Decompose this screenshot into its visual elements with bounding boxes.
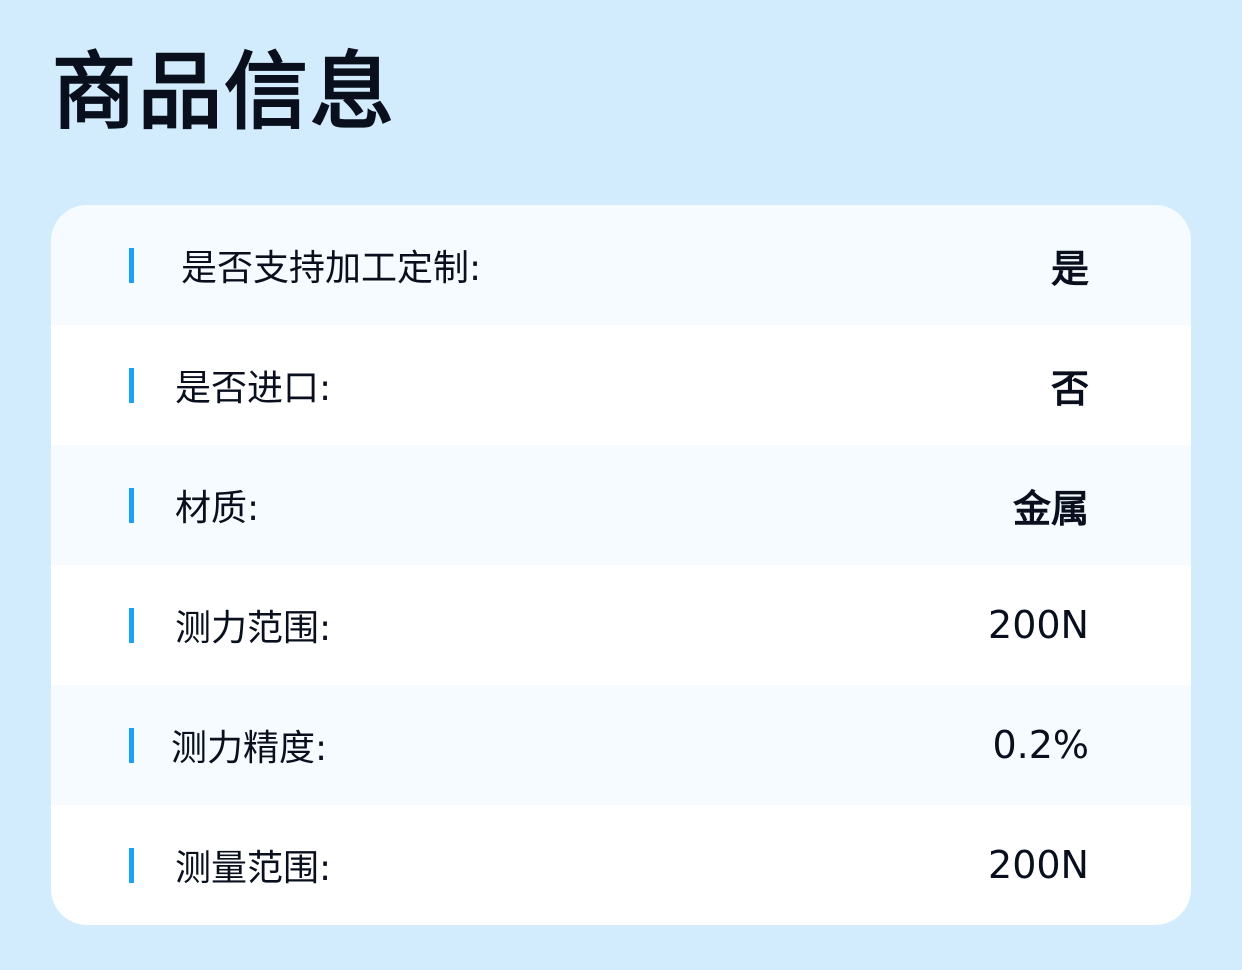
row-marker bbox=[129, 848, 134, 883]
row-label: 材质: bbox=[175, 488, 260, 529]
row-label: 是否支持加工定制: bbox=[181, 248, 482, 289]
info-row: 是否进口: 否 bbox=[51, 325, 1191, 445]
row-label: 是否进口: bbox=[175, 368, 332, 409]
info-row: 测力范围: 200N bbox=[51, 565, 1191, 685]
row-value: 200N bbox=[988, 843, 1089, 887]
row-marker bbox=[129, 728, 134, 763]
info-row: 测量范围: 200N bbox=[51, 805, 1191, 925]
row-label: 测力精度: bbox=[171, 728, 328, 769]
info-row: 测力精度: 0.2% bbox=[51, 685, 1191, 805]
row-value: 金属 bbox=[1012, 486, 1089, 531]
page-title: 商品信息 bbox=[52, 43, 397, 141]
row-marker bbox=[129, 488, 134, 523]
row-value: 否 bbox=[1050, 366, 1089, 411]
info-row: 是否支持加工定制: 是 bbox=[51, 205, 1191, 325]
row-value: 是 bbox=[1050, 246, 1089, 291]
row-label: 测量范围: bbox=[175, 848, 332, 889]
product-info-card: 是否支持加工定制: 是 是否进口: 否 材质: 金属 测力范围: 200N 测力精度: 0… bbox=[51, 205, 1191, 925]
row-label: 测力范围: bbox=[175, 608, 332, 649]
row-value: 0.2% bbox=[992, 723, 1089, 767]
row-value: 200N bbox=[988, 603, 1089, 647]
row-marker bbox=[129, 248, 134, 283]
row-marker bbox=[129, 608, 134, 643]
row-marker bbox=[129, 368, 134, 403]
info-row: 材质: 金属 bbox=[51, 445, 1191, 565]
